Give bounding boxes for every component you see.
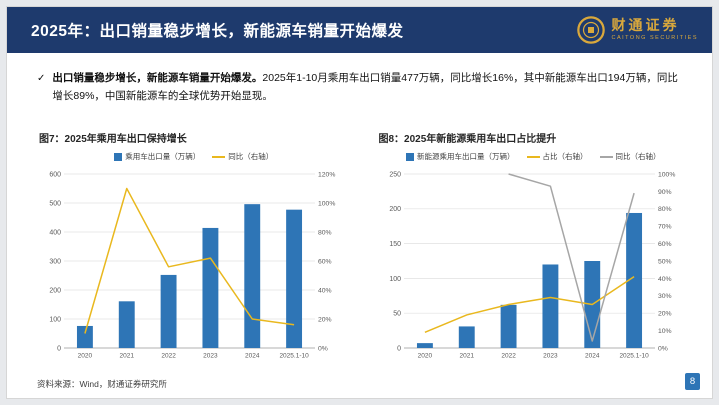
right-axis-label: 20% bbox=[318, 316, 332, 323]
legend-label: 同比（右轴） bbox=[228, 152, 274, 162]
key-point-text-wrap: 出口销量稳步增长，新能源车销量开始爆发。2025年1-10月乘用车出口销量477… bbox=[52, 69, 686, 106]
x-axis-label: 2024 bbox=[585, 352, 600, 359]
x-axis-label: 2024 bbox=[245, 352, 260, 359]
right-axis-label: 120% bbox=[318, 171, 335, 178]
charts-row: 图7：2025年乘用车出口保持增长 乘用车出口量（万辆） 同比（右轴） 0 100 2… bbox=[37, 130, 690, 366]
legend-item: 新能源乘用车出口量（万辆） bbox=[406, 151, 515, 162]
chart-exports: 0 100 200 300 400 500 600 0% 20% 40% 60% 80% 100% 120… bbox=[49, 171, 335, 359]
left-axis-label: 100 bbox=[389, 276, 401, 283]
right-axis-label: 100% bbox=[658, 171, 675, 178]
legend-item: 乘用车出口量（万辆） bbox=[114, 151, 200, 162]
x-axis-label: 2025.1-10 bbox=[279, 352, 309, 359]
right-axis-label: 40% bbox=[318, 287, 332, 294]
source-note: 资料来源：Wind，财通证券研究所 bbox=[37, 379, 167, 389]
bar bbox=[286, 209, 303, 348]
x-axis-label: 2022 bbox=[161, 352, 176, 359]
right-axis-label: 60% bbox=[658, 241, 672, 248]
left-axis-label: 500 bbox=[49, 200, 61, 207]
left-axis-label: 50 bbox=[393, 310, 401, 317]
key-point-bold: 出口销量稳步增长，新能源车销量开始爆发。 bbox=[52, 72, 263, 84]
check-icon: ✓ bbox=[37, 73, 46, 84]
bar bbox=[625, 212, 642, 348]
x-axis-label: 2023 bbox=[203, 352, 218, 359]
legend-label: 占比（右轴） bbox=[542, 152, 588, 162]
x-axis-label: 2021 bbox=[120, 352, 135, 359]
right-axis-label: 80% bbox=[318, 229, 332, 236]
slide-body: ✓ 出口销量稳步增长，新能源车销量开始爆发。2025年1-10月乘用车出口销量4… bbox=[7, 53, 712, 366]
slide-footer: 资料来源：Wind，财通证券研究所 8 bbox=[37, 373, 700, 390]
right-axis-label: 90% bbox=[658, 189, 672, 196]
legend-swatch bbox=[212, 155, 226, 158]
right-axis-label: 70% bbox=[658, 223, 672, 230]
page-number: 8 bbox=[685, 373, 700, 390]
right-axis-label: 80% bbox=[658, 206, 672, 213]
bar bbox=[76, 325, 93, 348]
left-axis-label: 0 bbox=[57, 345, 61, 352]
brand-name-cn: 财通证券 bbox=[611, 18, 680, 34]
left-axis-label: 200 bbox=[389, 206, 401, 213]
x-axis-label: 2023 bbox=[543, 352, 558, 359]
legend-swatch bbox=[406, 152, 414, 161]
right-axis-label: 10% bbox=[658, 328, 672, 335]
left-axis-label: 0 bbox=[397, 345, 401, 352]
right-axis-label: 50% bbox=[658, 258, 672, 265]
right-axis-label: 30% bbox=[658, 293, 672, 300]
brand-name: 财通证券 CAITONG SECURITIES bbox=[612, 19, 699, 41]
legend-label: 同比（右轴） bbox=[615, 152, 661, 162]
left-axis-label: 300 bbox=[49, 258, 61, 265]
slide-title: 2025年：出口销量稳步增长，新能源车销量开始爆发 bbox=[31, 23, 404, 40]
x-axis-label: 2020 bbox=[78, 352, 93, 359]
left-axis-label: 150 bbox=[389, 241, 401, 248]
series-line bbox=[507, 173, 635, 342]
left-axis-label: 400 bbox=[49, 229, 61, 236]
right-axis-label: 0% bbox=[318, 345, 328, 352]
left-axis-label: 200 bbox=[49, 287, 61, 294]
legend-label: 新能源乘用车出口量（万辆） bbox=[417, 152, 515, 162]
series-line bbox=[84, 187, 295, 334]
key-point-text: 2025年1-10月乘用车出口销量477万辆，同比增长16%，其中新能源车出口1… bbox=[52, 72, 678, 103]
bar bbox=[541, 264, 558, 348]
right-axis-label: 20% bbox=[658, 310, 672, 317]
chart-title-nev: 图8：2025年新能源乘用车出口占比提升 bbox=[378, 133, 557, 145]
key-point: ✓ 出口销量稳步增长，新能源车销量开始爆发。2025年1-10月乘用车出口销量4… bbox=[37, 69, 690, 106]
chart-nev: 0 50 100 150 200 250 0% 10% 20% 30% 40% 50% 60% 70% 80… bbox=[389, 171, 675, 359]
legend-swatch bbox=[599, 155, 613, 158]
legend-item: 占比（右轴） bbox=[526, 151, 588, 162]
chart-title-exports: 图7：2025年乘用车出口保持增长 bbox=[39, 133, 187, 145]
right-axis-label: 100% bbox=[318, 200, 335, 207]
left-axis-label: 250 bbox=[389, 171, 401, 178]
bar bbox=[118, 301, 135, 348]
bar bbox=[500, 304, 517, 348]
right-axis-label: 40% bbox=[658, 276, 672, 283]
slide-header: 2025年：出口销量稳步增长，新能源车销量开始爆发 财通证券 CAITONG S… bbox=[7, 7, 712, 53]
brand-logo: 财通证券 CAITONG SECURITIES bbox=[576, 15, 699, 45]
legend-label: 乘用车出口量（万辆） bbox=[125, 152, 201, 162]
x-axis-label: 2021 bbox=[459, 352, 474, 359]
brand-name-en: CAITONG SECURITIES bbox=[611, 35, 698, 42]
chart-legend-nev: 新能源乘用车出口量（万辆） 占比（右轴） 同比（右轴） bbox=[377, 151, 691, 163]
legend-item: 同比（右轴） bbox=[212, 151, 273, 162]
report-slide: 2025年：出口销量稳步增长，新能源车销量开始爆发 财通证券 CAITONG S… bbox=[6, 6, 713, 399]
legend-item: 同比（右轴） bbox=[599, 151, 661, 162]
bar bbox=[458, 326, 475, 348]
chart-panel-exports: 图7：2025年乘用车出口保持增长 乘用车出口量（万辆） 同比（右轴） 0 100 2… bbox=[37, 130, 351, 366]
right-axis-label: 60% bbox=[318, 258, 332, 265]
x-axis-label: 2020 bbox=[417, 352, 432, 359]
brand-logo-icon bbox=[576, 16, 605, 44]
left-axis-label: 600 bbox=[49, 171, 61, 178]
left-axis-label: 100 bbox=[49, 316, 61, 323]
series-line bbox=[424, 275, 634, 333]
legend-swatch bbox=[526, 155, 540, 158]
bar bbox=[244, 203, 261, 348]
bar bbox=[416, 342, 433, 348]
chart-panel-nev: 图8：2025年新能源乘用车出口占比提升 新能源乘用车出口量（万辆） 占比（右轴）… bbox=[377, 130, 691, 366]
chart-legend-exports: 乘用车出口量（万辆） 同比（右轴） bbox=[37, 151, 351, 163]
x-axis-label: 2022 bbox=[501, 352, 516, 359]
x-axis-label: 2025.1-10 bbox=[619, 352, 649, 359]
bar bbox=[202, 227, 219, 348]
right-axis-label: 0% bbox=[658, 345, 668, 352]
bar bbox=[160, 274, 177, 348]
legend-swatch bbox=[114, 152, 123, 161]
